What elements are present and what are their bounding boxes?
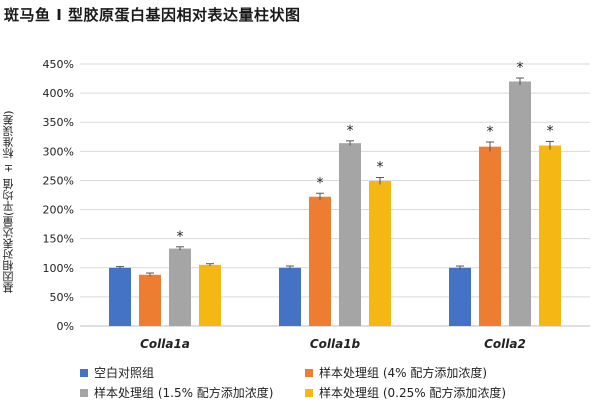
legend-label: 样本处理组 (4% 配方添加浓度) (319, 366, 488, 380)
bar (139, 274, 161, 326)
bar (169, 248, 191, 326)
bar (479, 146, 501, 326)
y-axis-label: 基因相对表达量(平均值 ± 标准误差) (2, 110, 15, 294)
significance-marker: * (547, 123, 554, 139)
y-tick-label: 400% (43, 87, 74, 100)
bar (339, 143, 361, 326)
bar (279, 267, 301, 326)
legend-swatch (80, 368, 88, 377)
x-category-label: Colla1b (310, 337, 361, 351)
bar (539, 145, 561, 326)
legend-swatch (305, 368, 313, 377)
y-tick-label: 450% (43, 58, 74, 71)
y-tick-label: 250% (43, 174, 74, 187)
significance-marker: * (517, 60, 524, 76)
significance-marker: * (377, 160, 384, 176)
page-title: 斑马鱼 I 型胶原蛋白基因相对表达量柱状图 (4, 6, 301, 24)
significance-marker: * (487, 124, 494, 140)
bar (449, 267, 471, 326)
bar (509, 81, 531, 326)
y-tick-label: 0% (57, 320, 74, 333)
y-tick-label: 300% (43, 145, 74, 158)
legend-item: 样本处理组 (4% 配方添加浓度) (305, 364, 487, 381)
x-category-label: Colla1a (140, 337, 190, 351)
legend-label: 样本处理组 (0.25% 配方添加浓度) (319, 386, 507, 400)
y-tick-label: 50% (50, 291, 74, 304)
legend-item: 样本处理组 (1.5% 配方添加浓度) (80, 384, 273, 401)
significance-marker: * (317, 175, 324, 191)
y-tick-label: 100% (43, 262, 74, 275)
bar (309, 196, 331, 326)
y-tick-label: 150% (43, 233, 74, 246)
y-tick-label: 200% (43, 204, 74, 217)
significance-marker: * (177, 229, 184, 245)
y-tick-label: 350% (43, 116, 74, 129)
legend-swatch (80, 388, 88, 397)
legend-item: 空白对照组 (80, 364, 154, 381)
significance-marker: * (347, 123, 354, 139)
legend: 空白对照组 样本处理组 (4% 配方添加浓度) 样本处理组 (1.5% 配方添加浓度… (60, 360, 580, 404)
legend-item: 样本处理组 (0.25% 配方添加浓度) (305, 384, 506, 401)
legend-label: 空白对照组 (94, 366, 155, 380)
legend-swatch (305, 388, 313, 397)
x-category-label: Colla2 (484, 337, 526, 351)
bar (199, 264, 221, 326)
legend-label: 样本处理组 (1.5% 配方添加浓度) (94, 386, 274, 400)
bar (109, 267, 131, 326)
bar (369, 181, 391, 326)
